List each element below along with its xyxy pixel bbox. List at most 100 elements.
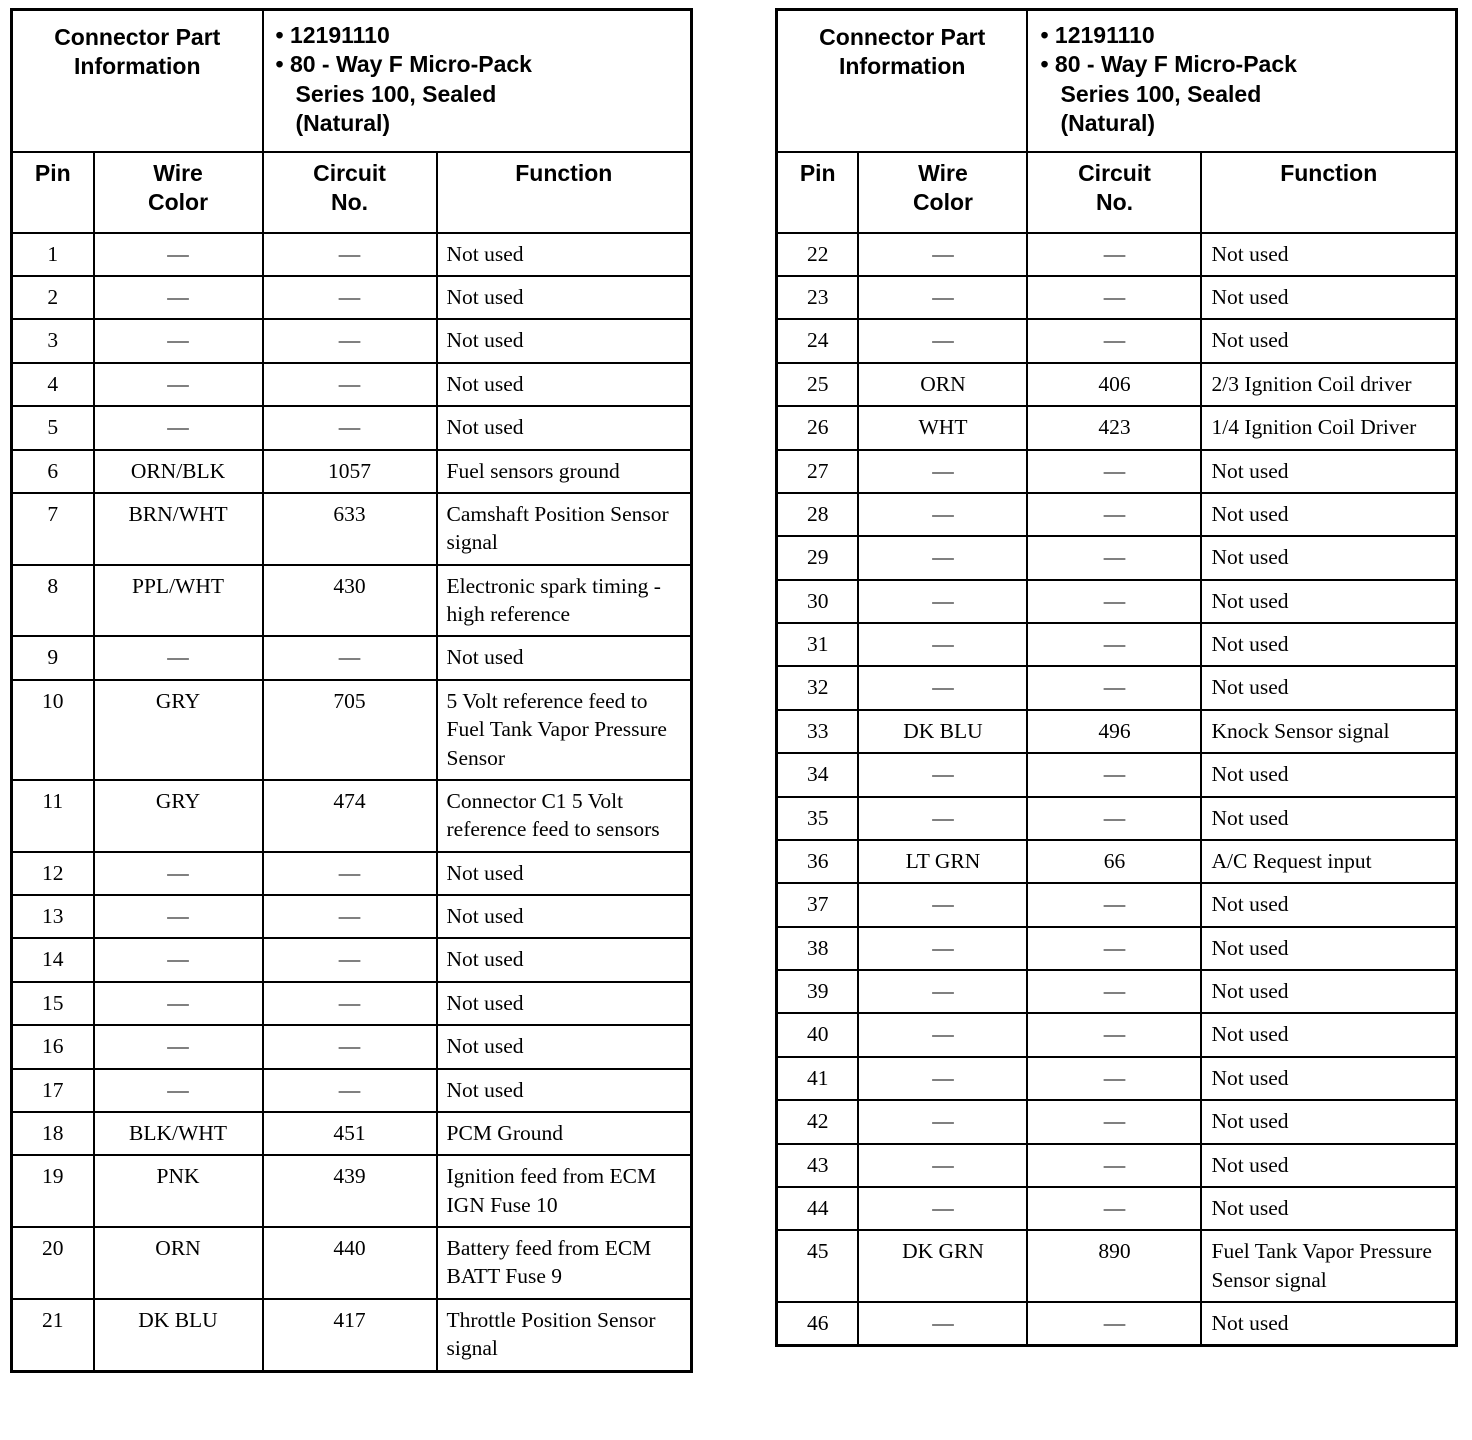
pinout-row: 32— — Not used xyxy=(775,665,1458,711)
wire-color-cell: GRY xyxy=(92,778,264,853)
pinout-row: 12— — Not used xyxy=(10,850,693,897)
circuit-no-cell: — xyxy=(261,937,438,983)
wire-color-cell: — xyxy=(92,231,264,278)
function-cell: Not used xyxy=(435,405,693,451)
wire-color-cell: — xyxy=(857,448,1029,494)
circuit-no-cell: — xyxy=(1026,535,1203,581)
wire-color-cell: — xyxy=(857,1012,1029,1058)
pinout-row: 46— — Not used xyxy=(775,1301,1458,1347)
function-cell: Not used xyxy=(1200,968,1458,1015)
function-cell: Ignition feed from ECM IGN Fuse 10 xyxy=(435,1154,693,1228)
pin-cell: 20 xyxy=(10,1226,95,1300)
part-number-item: • 12191110 xyxy=(275,22,390,48)
wire-color-cell: PPL/WHT xyxy=(92,563,264,638)
function-cell: Not used xyxy=(1200,318,1458,364)
function-cell: 2/3 Ignition Coil driver xyxy=(1200,361,1458,408)
column-header-row: Pin Wire Color Circuit No. Function xyxy=(10,150,693,234)
pinout-row: 8 PPL/WHT 430 Electronic spark timing - hig… xyxy=(10,563,693,638)
pinout-row: 22— — Not used xyxy=(775,231,1458,278)
function-cell: Not used xyxy=(435,893,693,940)
pinout-row: 18 BLK/WHT 451 PCM Ground xyxy=(10,1110,693,1157)
circuit-no-cell: — xyxy=(261,893,438,940)
circuit-no-cell: — xyxy=(261,635,438,681)
pinout-row: 31— — Not used xyxy=(775,621,1458,668)
circuit-no-cell: — xyxy=(1026,665,1203,711)
pin-cell: 14 xyxy=(10,937,95,983)
pin-cell: 29 xyxy=(775,535,860,581)
wire-color-cell: — xyxy=(92,1067,264,1113)
connector-type-item: • 80 - Way F Micro-Pack Series 100, Seal… xyxy=(1040,51,1297,137)
function-cell: Not used xyxy=(435,937,693,983)
pinout-row: 38— — Not used xyxy=(775,925,1458,972)
circuit-no-cell: — xyxy=(261,231,438,278)
pin-cell: 7 xyxy=(10,491,95,566)
pinout-row: 42— — Not used xyxy=(775,1099,1458,1145)
document-page: Connector Part Information • 12191110 • … xyxy=(10,8,1458,1373)
function-cell: Not used xyxy=(1200,535,1458,581)
wire-color-cell: — xyxy=(857,1055,1029,1102)
function-cell: Not used xyxy=(1200,1185,1458,1232)
pin-cell: 22 xyxy=(775,231,860,278)
connector-pinout-table-pins-22-46: Connector Part Information • 12191110 • … xyxy=(774,8,1458,1348)
pin-cell: 15 xyxy=(10,980,95,1027)
circuit-no-cell: — xyxy=(1026,1055,1203,1102)
circuit-no-cell: — xyxy=(1026,231,1203,278)
pinout-row: 37— — Not used xyxy=(775,882,1458,928)
function-cell: Not used xyxy=(1200,1301,1458,1347)
pin-cell: 40 xyxy=(775,1012,860,1058)
function-cell: Not used xyxy=(435,318,693,364)
wire-color-cell: ORN xyxy=(857,361,1029,408)
function-cell: Electronic spark timing - high reference xyxy=(435,563,693,638)
pin-cell: 38 xyxy=(775,925,860,972)
pinout-row: 40— — Not used xyxy=(775,1012,1458,1058)
wire-color-cell: PNK xyxy=(92,1154,264,1228)
function-cell: A/C Request input xyxy=(1200,838,1458,885)
pin-cell: 43 xyxy=(775,1142,860,1188)
pin-column-header: Pin xyxy=(775,150,860,234)
pin-cell: 31 xyxy=(775,621,860,668)
function-cell: Not used xyxy=(1200,491,1458,538)
function-cell: Not used xyxy=(1200,621,1458,668)
circuit-no-cell: 633 xyxy=(261,491,438,566)
pinout-row: 23— — Not used xyxy=(775,274,1458,321)
pinout-row: 1— — Not used xyxy=(10,231,693,278)
pin-cell: 42 xyxy=(775,1099,860,1145)
function-cell: Not used xyxy=(435,635,693,681)
function-cell: Fuel Tank Vapor Pressure Sensor signal xyxy=(1200,1229,1458,1303)
wire-color-cell: — xyxy=(857,1301,1029,1347)
wire-color-cell: ORN xyxy=(92,1226,264,1300)
pinout-row: 4— — Not used xyxy=(10,361,693,408)
wire-color-cell: — xyxy=(92,937,264,983)
circuit-no-cell: — xyxy=(1026,882,1203,928)
pinout-row: 29— — Not used xyxy=(775,535,1458,581)
pin-cell: 45 xyxy=(775,1229,860,1303)
pinout-row: 26 WHT 423 1/4 Ignition Coil Driver xyxy=(775,405,1458,451)
pinout-row: 35— — Not used xyxy=(775,795,1458,841)
pin-cell: 24 xyxy=(775,318,860,364)
pinout-row: 16— — Not used xyxy=(10,1024,693,1070)
circuit-no-column-header: Circuit No. xyxy=(261,150,438,234)
wire-color-cell: BRN/WHT xyxy=(92,491,264,566)
pin-cell: 33 xyxy=(775,708,860,755)
pinout-row: 5— — Not used xyxy=(10,405,693,451)
function-cell: Knock Sensor signal xyxy=(1200,708,1458,755)
pinout-table-body: 22— — Not used 23— — Not used 24— — Not used 25 OR… xyxy=(775,231,1458,1347)
pinout-row: 11 GRY 474 Connector C1 5 Volt reference fe… xyxy=(10,778,693,853)
function-cell: 1/4 Ignition Coil Driver xyxy=(1200,405,1458,451)
function-cell: Camshaft Position Sensor signal xyxy=(435,491,693,566)
function-cell: 5 Volt reference feed to Fuel Tank Vapor… xyxy=(435,678,693,781)
pinout-row: 30— — Not used xyxy=(775,578,1458,625)
circuit-no-cell: 66 xyxy=(1026,838,1203,885)
circuit-no-cell: — xyxy=(1026,578,1203,625)
pinout-row: 20 ORN 440 Battery feed from ECM BATT Fuse … xyxy=(10,1226,693,1300)
function-cell: Not used xyxy=(1200,448,1458,494)
wire-color-cell: — xyxy=(92,893,264,940)
wire-color-cell: — xyxy=(857,318,1029,364)
pinout-row: 36 LT GRN 66 A/C Request input xyxy=(775,838,1458,885)
pin-cell: 32 xyxy=(775,665,860,711)
connector-part-info-details: • 12191110 • 80 - Way F Micro-Pack Serie… xyxy=(261,8,693,153)
pin-cell: 44 xyxy=(775,1185,860,1232)
circuit-no-cell: 406 xyxy=(1026,361,1203,408)
function-cell: Not used xyxy=(435,980,693,1027)
wire-color-cell: — xyxy=(92,274,264,321)
